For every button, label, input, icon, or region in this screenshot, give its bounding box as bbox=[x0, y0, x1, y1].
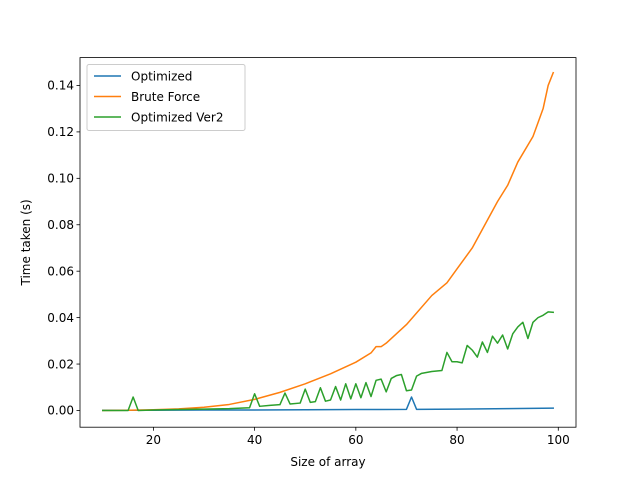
legend-label: Optimized bbox=[131, 69, 192, 83]
y-tick-label: 0.10 bbox=[47, 172, 74, 186]
x-tick-label: 60 bbox=[348, 433, 363, 447]
y-tick-label: 0.08 bbox=[47, 218, 74, 232]
y-tick-label: 0.06 bbox=[47, 264, 74, 278]
series-line-optimized bbox=[102, 396, 554, 411]
x-axis-ticks: 20 40 60 80 100 bbox=[146, 427, 570, 447]
y-tick-label: 0.00 bbox=[47, 404, 74, 418]
x-tick-label: 40 bbox=[247, 433, 262, 447]
axes-frame bbox=[79, 57, 577, 428]
series-line-optimized-ver2 bbox=[102, 311, 555, 412]
y-tick-label: 0.04 bbox=[47, 311, 74, 325]
legend: Optimized Brute Force Optimized Ver2 bbox=[86, 64, 246, 131]
x-tick-label: 100 bbox=[547, 433, 570, 447]
y-tick-label: 0.02 bbox=[47, 357, 74, 371]
legend-box bbox=[86, 64, 246, 131]
legend-label: Brute Force bbox=[131, 90, 200, 104]
x-tick-label: 20 bbox=[146, 433, 161, 447]
plot-area bbox=[102, 71, 555, 412]
series-line-brute-force bbox=[102, 71, 555, 412]
legend-label: Optimized Ver2 bbox=[131, 110, 223, 124]
y-tick-label: 0.14 bbox=[47, 79, 74, 93]
x-axis-label: Size of array bbox=[290, 455, 365, 469]
y-axis-label: Time taken (s) bbox=[19, 199, 33, 286]
y-axis-ticks: 0.00 0.02 0.04 0.06 0.08 0.10 0.12 0.14 bbox=[47, 79, 80, 418]
y-tick-label: 0.12 bbox=[47, 125, 74, 139]
x-tick-label: 80 bbox=[449, 433, 464, 447]
